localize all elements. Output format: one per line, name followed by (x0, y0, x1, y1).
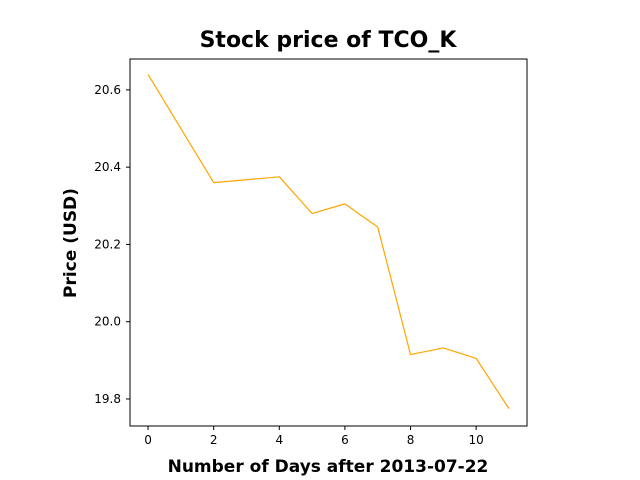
x-tick-label: 0 (144, 433, 152, 447)
x-tick-label: 8 (407, 433, 415, 447)
x-axis-label: Number of Days after 2013-07-22 (168, 457, 489, 477)
y-tick-label: 20.0 (94, 315, 121, 329)
x-tick-label: 2 (210, 433, 218, 447)
y-tick-label: 20.6 (94, 83, 121, 97)
y-tick-label: 20.2 (94, 237, 121, 251)
plot-area: 0 2 4 6 8 10 19.8 20.0 20.2 20.4 20.6 (94, 58, 528, 447)
y-axis-label: Price (USD) (61, 188, 81, 298)
plot-frame (129, 58, 528, 427)
y-tick-label: 20.4 (94, 160, 121, 174)
x-tick-label: 10 (469, 433, 484, 447)
x-tick-label: 4 (275, 433, 283, 447)
price-series-line (147, 74, 510, 409)
chart-title: Stock price of TCO_K (200, 28, 458, 53)
x-tick-label: 6 (341, 433, 349, 447)
y-tick-label: 19.8 (94, 392, 121, 406)
